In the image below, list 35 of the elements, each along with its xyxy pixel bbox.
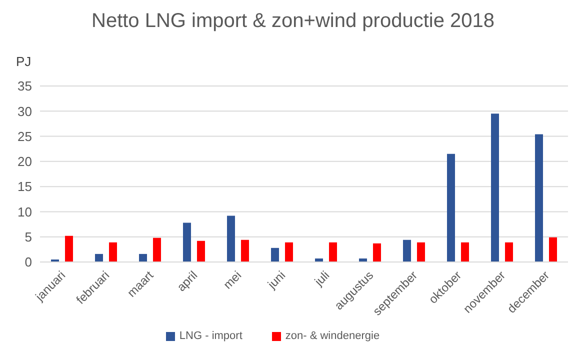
x-tick-label: mei <box>220 268 244 292</box>
y-tick-label: 0 <box>24 254 32 270</box>
y-tick-label: 15 <box>18 179 32 194</box>
bar <box>241 240 249 262</box>
bar <box>285 242 293 262</box>
bar <box>227 216 235 262</box>
chart-title: Netto LNG import & zon+wind productie 2018 <box>90 10 496 33</box>
bar <box>461 242 469 262</box>
bar <box>403 240 411 262</box>
bar <box>535 134 543 262</box>
bar <box>329 242 337 262</box>
y-tick-label: 5 <box>24 229 32 244</box>
legend-label: LNG - import <box>179 330 242 342</box>
y-tick-label: 25 <box>18 128 32 144</box>
bar <box>139 254 147 262</box>
bar <box>271 248 279 262</box>
y-tick-label: 35 <box>18 78 32 94</box>
bar <box>109 242 117 262</box>
bar <box>549 237 557 262</box>
y-tick-label: 30 <box>18 104 32 119</box>
bar <box>95 254 103 262</box>
bar <box>183 222 191 262</box>
bar <box>65 236 73 262</box>
bar <box>197 240 205 262</box>
bar <box>153 238 161 262</box>
bar <box>447 154 455 262</box>
y-axis-title: PJ <box>16 54 32 69</box>
y-tick-label: 20 <box>18 154 32 170</box>
y-tick-label: 10 <box>18 204 32 220</box>
legend-label: zon- & windenergie <box>285 330 380 342</box>
bar <box>505 242 513 262</box>
bar <box>373 243 381 262</box>
bar <box>491 114 499 262</box>
x-tick-label: juli <box>311 268 332 290</box>
bar <box>417 242 425 262</box>
